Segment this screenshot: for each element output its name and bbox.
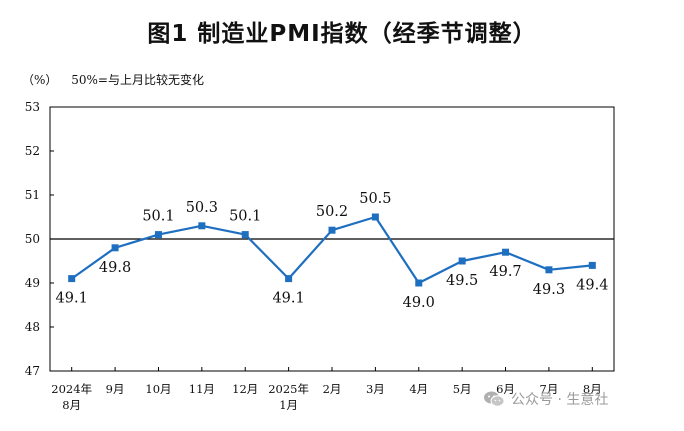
x-tick-label: 4月 <box>409 382 428 396</box>
data-point <box>588 261 596 269</box>
data-point <box>154 231 162 239</box>
data-point <box>545 266 553 274</box>
x-tick-label: 8月 <box>583 382 602 396</box>
y-tick-label: 53 <box>25 100 40 114</box>
data-label: 50.3 <box>186 200 218 216</box>
data-point <box>502 248 510 256</box>
data-label: 49.5 <box>446 273 478 289</box>
data-label: 49.8 <box>99 260 131 276</box>
data-label: 49.3 <box>533 282 565 298</box>
x-tick-label: 6月 <box>496 382 515 396</box>
y-tick-label: 52 <box>25 144 40 158</box>
data-point <box>371 213 379 221</box>
x-tick-label: 5月 <box>453 382 472 396</box>
y-tick-label: 50 <box>25 232 40 246</box>
unit-note: （%） 50%=与上月比较无变化 <box>22 71 214 88</box>
y-tick-label: 47 <box>25 364 40 378</box>
data-point <box>241 231 249 239</box>
reference-note: 50%=与上月比较无变化 <box>71 73 204 87</box>
x-tick-label: 3月 <box>366 382 385 396</box>
data-label: 49.1 <box>56 291 88 307</box>
watermark: 公众号 · 生意社 <box>483 389 608 409</box>
x-tick-label: 10月 <box>145 382 171 396</box>
wechat-icon <box>484 391 505 407</box>
y-tick-label: 51 <box>25 188 40 202</box>
x-tick-label: 12月 <box>232 382 258 396</box>
data-label: 50.1 <box>142 209 174 225</box>
chart-title: 图1 制造业PMI指数（经季节调整） <box>147 21 537 47</box>
data-point <box>198 222 206 230</box>
data-point <box>328 226 336 234</box>
data-point <box>458 257 466 265</box>
data-point <box>285 275 293 283</box>
watermark-text: 公众号 · 生意社 <box>511 392 609 408</box>
data-point <box>68 275 76 283</box>
x-tick-label: 7月 <box>540 382 559 396</box>
data-label: 50.1 <box>229 209 261 225</box>
data-point <box>111 244 119 252</box>
data-label: 49.0 <box>403 295 435 311</box>
x-tick-label: 9月 <box>106 382 125 396</box>
x-tick-label: 8月 <box>62 398 81 412</box>
data-point <box>415 279 423 287</box>
data-label: 50.2 <box>316 204 348 220</box>
x-tick-label: 2月 <box>323 382 342 396</box>
data-label: 49.4 <box>576 277 608 293</box>
unit-label: （%） <box>22 73 58 87</box>
data-label: 50.5 <box>359 191 391 207</box>
y-tick-label: 48 <box>25 320 40 334</box>
data-label: 49.1 <box>272 291 304 307</box>
x-tick-label: 1月 <box>279 398 298 412</box>
x-tick-label: 11月 <box>189 382 215 396</box>
y-tick-label: 49 <box>25 276 40 290</box>
x-tick-label: 2024年 <box>51 382 92 396</box>
x-tick-label: 2025年 <box>268 382 309 396</box>
data-label: 49.7 <box>489 264 521 280</box>
